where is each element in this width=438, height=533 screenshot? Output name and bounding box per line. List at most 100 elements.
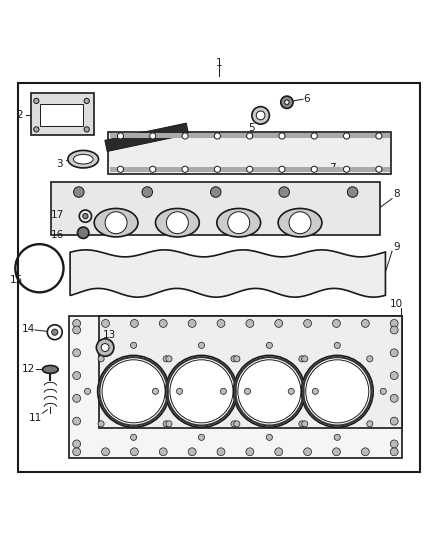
Circle shape [231, 421, 237, 427]
Circle shape [78, 227, 89, 238]
Circle shape [361, 319, 369, 327]
Text: 6: 6 [303, 94, 310, 104]
Circle shape [266, 434, 272, 440]
Circle shape [34, 98, 39, 103]
Circle shape [246, 448, 254, 456]
Circle shape [343, 166, 350, 172]
FancyBboxPatch shape [99, 316, 402, 427]
Circle shape [332, 319, 340, 327]
Ellipse shape [155, 208, 199, 237]
Circle shape [150, 133, 156, 139]
Circle shape [152, 388, 159, 394]
Text: 1: 1 [215, 58, 223, 68]
Circle shape [367, 421, 373, 427]
Circle shape [73, 448, 81, 456]
Text: 8: 8 [393, 189, 400, 199]
Circle shape [281, 96, 293, 108]
Circle shape [390, 417, 398, 425]
FancyBboxPatch shape [110, 167, 390, 172]
Circle shape [312, 388, 318, 394]
Circle shape [285, 100, 289, 104]
Circle shape [390, 394, 398, 402]
Circle shape [102, 360, 165, 423]
Circle shape [214, 166, 220, 172]
Circle shape [275, 319, 283, 327]
FancyBboxPatch shape [31, 93, 94, 135]
Circle shape [73, 417, 81, 425]
Circle shape [73, 319, 81, 327]
Circle shape [234, 356, 240, 362]
Circle shape [150, 166, 156, 172]
Circle shape [84, 127, 89, 132]
Circle shape [131, 342, 137, 349]
Circle shape [96, 339, 114, 356]
FancyBboxPatch shape [51, 182, 380, 235]
Text: 5: 5 [248, 123, 255, 133]
Circle shape [177, 388, 183, 394]
Circle shape [390, 326, 398, 334]
Circle shape [279, 166, 285, 172]
Text: 17: 17 [50, 210, 64, 220]
Circle shape [376, 166, 382, 172]
Ellipse shape [217, 208, 261, 237]
Circle shape [117, 133, 124, 139]
Circle shape [117, 166, 124, 172]
Circle shape [334, 434, 340, 440]
Circle shape [361, 448, 369, 456]
Circle shape [210, 187, 221, 197]
Ellipse shape [278, 208, 322, 237]
Text: 7: 7 [329, 164, 336, 173]
Circle shape [198, 434, 205, 440]
Circle shape [166, 356, 172, 362]
Text: 4: 4 [128, 141, 135, 151]
Circle shape [73, 394, 81, 402]
Ellipse shape [94, 208, 138, 237]
Circle shape [367, 356, 373, 362]
Circle shape [101, 344, 109, 351]
Polygon shape [105, 123, 189, 151]
Circle shape [299, 421, 305, 427]
Circle shape [256, 111, 265, 120]
Circle shape [306, 360, 369, 423]
Circle shape [376, 133, 382, 139]
Circle shape [304, 319, 311, 327]
Circle shape [188, 448, 196, 456]
Circle shape [231, 356, 237, 362]
Circle shape [73, 326, 81, 334]
Circle shape [244, 388, 251, 394]
Circle shape [390, 349, 398, 357]
Circle shape [214, 133, 220, 139]
Circle shape [302, 421, 308, 427]
Circle shape [228, 212, 250, 233]
Circle shape [98, 356, 104, 362]
Ellipse shape [73, 155, 93, 164]
Circle shape [98, 356, 170, 427]
Circle shape [73, 440, 81, 448]
Circle shape [166, 356, 237, 427]
Circle shape [247, 166, 253, 172]
Circle shape [102, 319, 110, 327]
Circle shape [166, 212, 188, 233]
Circle shape [131, 448, 138, 456]
Circle shape [159, 319, 167, 327]
Circle shape [304, 448, 311, 456]
Circle shape [182, 166, 188, 172]
Circle shape [131, 434, 137, 440]
Text: 10: 10 [390, 298, 403, 309]
Circle shape [102, 448, 110, 456]
Circle shape [311, 166, 317, 172]
Circle shape [74, 187, 84, 197]
Polygon shape [70, 250, 385, 297]
Text: 14: 14 [22, 324, 35, 334]
Circle shape [266, 342, 272, 349]
Circle shape [217, 319, 225, 327]
Circle shape [390, 448, 398, 456]
FancyBboxPatch shape [69, 316, 402, 458]
Circle shape [52, 329, 58, 335]
Ellipse shape [42, 366, 58, 374]
Text: 2: 2 [16, 110, 23, 120]
Circle shape [390, 319, 398, 327]
Circle shape [188, 319, 196, 327]
Circle shape [73, 349, 81, 357]
Text: 12: 12 [22, 365, 35, 374]
